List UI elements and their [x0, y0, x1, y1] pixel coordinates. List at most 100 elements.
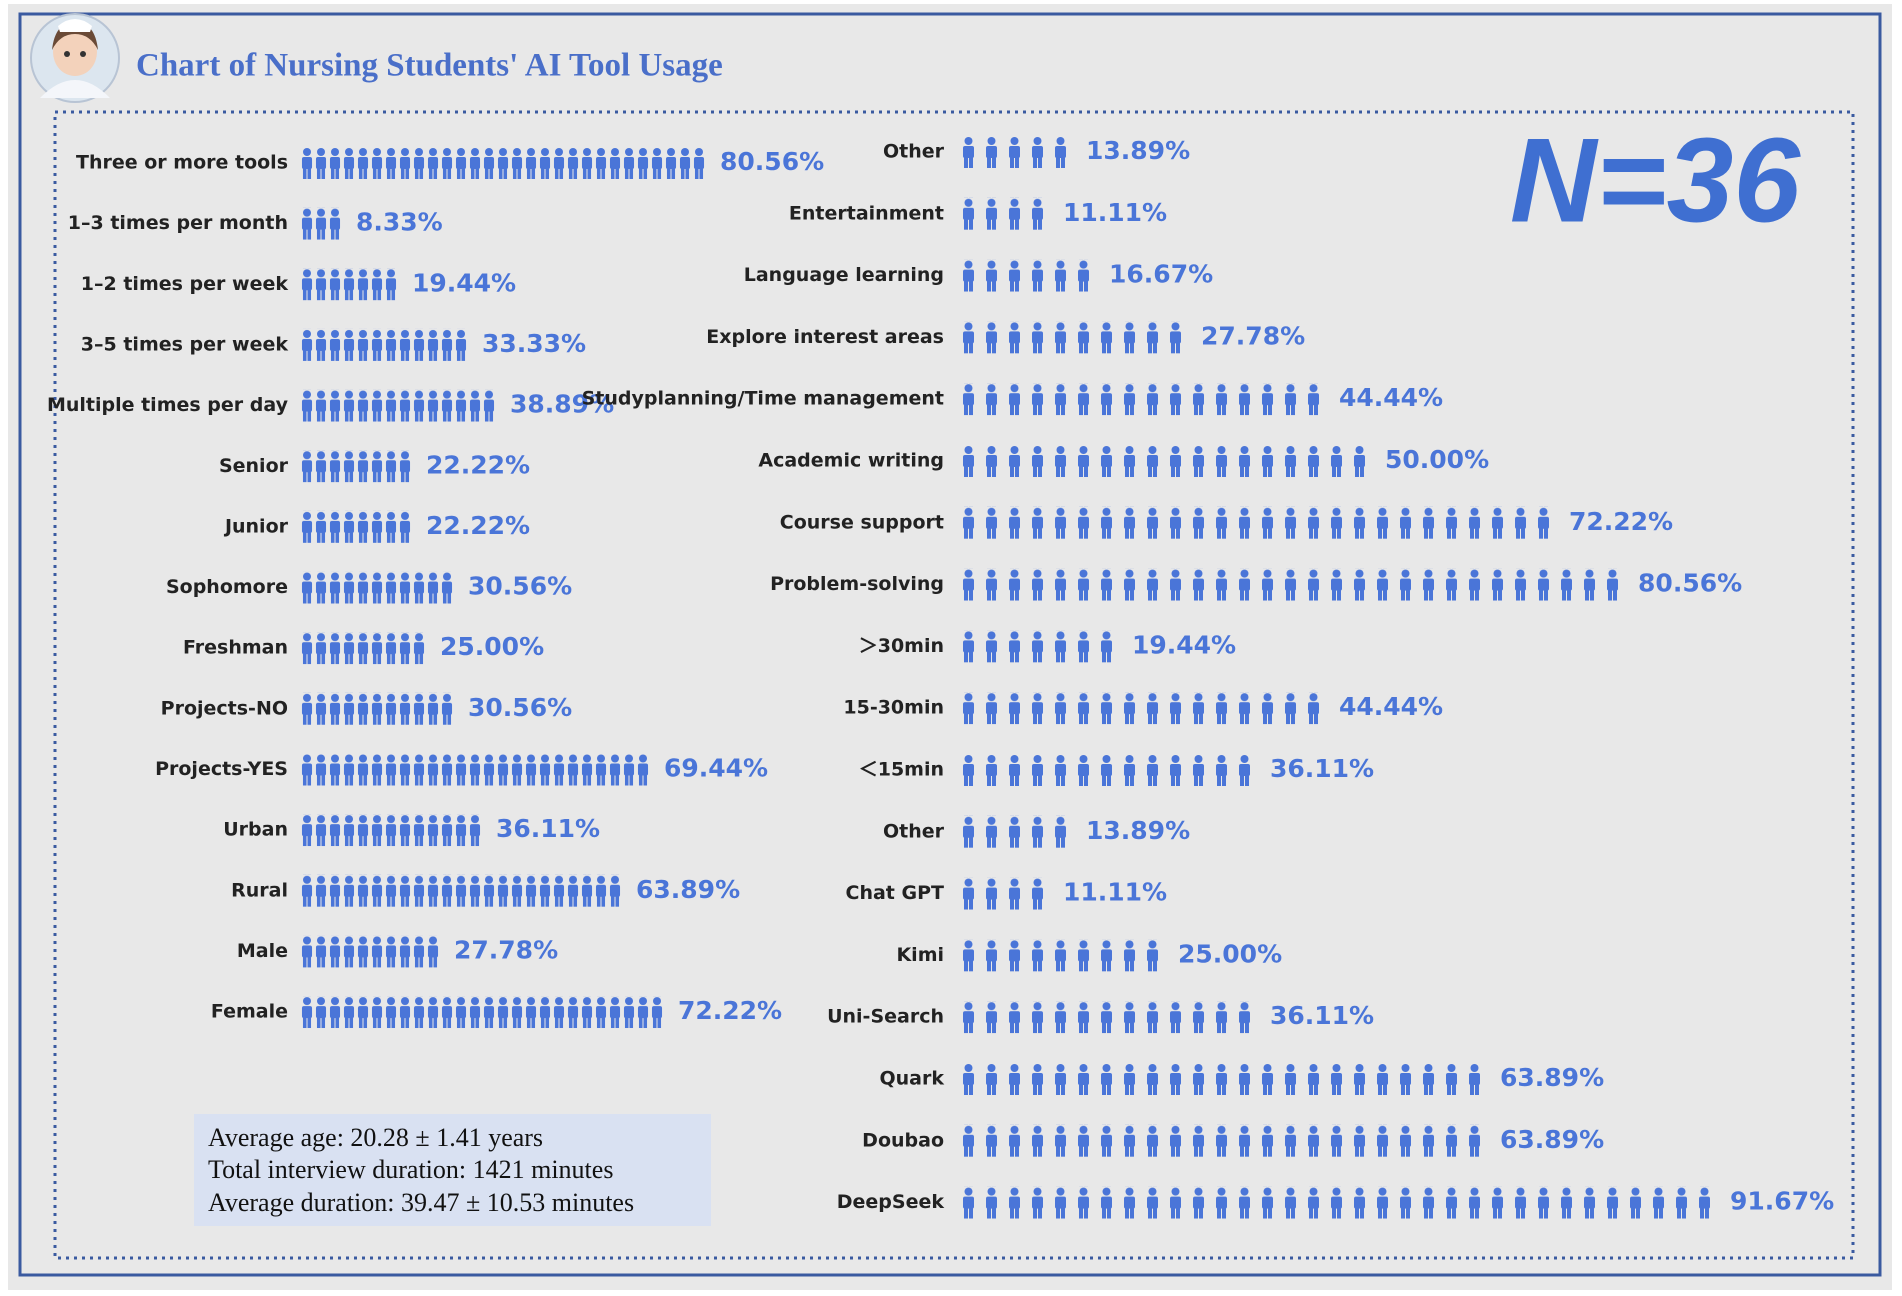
- value-label: 36.11%: [1270, 754, 1374, 783]
- category-label: Projects-NO: [161, 697, 288, 719]
- category-label: Freshman: [183, 637, 288, 659]
- value-label: 22.22%: [426, 450, 530, 479]
- pictograph-bar: [300, 996, 664, 1029]
- inner-border: [53, 110, 1855, 1260]
- category-label: Other: [883, 820, 945, 842]
- pictograph-bar: [300, 632, 426, 665]
- pictograph-bar: [300, 692, 455, 725]
- pictograph-bar: [957, 321, 1188, 354]
- value-label: 72.22%: [1569, 507, 1673, 536]
- pictograph-bar: [957, 136, 1073, 168]
- pictograph-bar: [957, 939, 1164, 972]
- category-label: Explore interest areas: [706, 326, 944, 348]
- value-label: 36.11%: [1270, 1001, 1374, 1030]
- note: Average age: 20.28 ± 1.41 years: [208, 1123, 543, 1152]
- category-label: Three or more tools: [76, 152, 288, 174]
- category-label: Other: [883, 141, 945, 163]
- category-label: Sophomore: [166, 576, 288, 598]
- value-label: 44.44%: [1339, 692, 1443, 721]
- value-label: 33.33%: [482, 329, 586, 358]
- pictograph-bar: [300, 147, 707, 179]
- value-label: 63.89%: [1500, 1063, 1604, 1092]
- value-label: 63.89%: [636, 875, 740, 904]
- category-label: Urban: [223, 819, 288, 841]
- value-label: 19.44%: [1132, 630, 1236, 659]
- category-label: Academic writing: [758, 450, 944, 472]
- value-label: 63.89%: [1500, 1125, 1604, 1154]
- pictograph-bar: [300, 571, 455, 604]
- value-label: 8.33%: [356, 208, 443, 237]
- category-label: DeepSeek: [837, 1191, 945, 1213]
- pictograph-bar: [300, 935, 441, 968]
- value-label: 27.78%: [454, 935, 558, 964]
- value-label: 38.89%: [510, 390, 614, 419]
- category-label: ＜15min: [859, 759, 944, 781]
- value-label: 27.78%: [1201, 321, 1305, 350]
- avatar: [30, 13, 120, 103]
- pictograph-bar: [957, 506, 1555, 539]
- pictograph-bar: [300, 753, 650, 786]
- category-label: Entertainment: [789, 202, 944, 224]
- pictograph-bar: [957, 445, 1371, 477]
- value-label: 91.67%: [1730, 1187, 1834, 1216]
- category-label: Course support: [780, 511, 944, 533]
- category-label: 1–2 times per week: [81, 273, 289, 295]
- category-label: 3–5 times per week: [81, 333, 289, 355]
- category-label: Rural: [231, 879, 288, 901]
- pictograph-bar: [957, 568, 1625, 601]
- value-label: 19.44%: [412, 268, 516, 297]
- value-label: 22.22%: [426, 511, 530, 540]
- category-label: Quark: [879, 1068, 944, 1090]
- pictograph-bar: [957, 815, 1073, 848]
- outer-border: [18, 12, 1882, 1277]
- value-label: 16.67%: [1109, 260, 1213, 289]
- category-label: Chat GPT: [846, 882, 945, 904]
- sample-size: N=36: [1510, 114, 1801, 248]
- pictograph-bar: [957, 1186, 1717, 1219]
- value-label: 13.89%: [1086, 816, 1190, 845]
- category-label: Junior: [223, 515, 289, 537]
- pictograph-bar: [300, 268, 398, 301]
- value-label: 80.56%: [720, 147, 824, 176]
- pictograph-bar: [957, 259, 1096, 292]
- value-label: 69.44%: [664, 754, 768, 783]
- pictograph-bar: [300, 510, 412, 543]
- pictograph-bar: [957, 877, 1049, 910]
- pictograph-bar: [957, 630, 1118, 663]
- pictograph-bar: [300, 389, 497, 422]
- category-label: Projects-YES: [155, 758, 288, 780]
- pictograph-bar: [300, 328, 468, 361]
- pictograph-bar: [300, 207, 342, 240]
- pictograph-bar: [957, 383, 1325, 416]
- pictograph-bar: [957, 197, 1049, 230]
- value-label: 36.11%: [496, 814, 600, 843]
- value-label: 30.56%: [468, 693, 572, 722]
- value-label: 25.00%: [440, 632, 544, 661]
- pictograph-bar: [957, 1124, 1487, 1157]
- pictograph-bar: [300, 450, 412, 483]
- category-label: 1–3 times per month: [68, 212, 288, 234]
- value-label: 13.89%: [1086, 136, 1190, 165]
- category-label: Kimi: [896, 944, 944, 966]
- value-label: 11.11%: [1063, 198, 1167, 227]
- note: Total interview duration: 1421 minutes: [208, 1155, 613, 1184]
- pictograph-bar: [957, 1001, 1256, 1034]
- value-label: 72.22%: [678, 996, 782, 1025]
- pictograph-bar: [957, 692, 1325, 725]
- category-label: Doubao: [862, 1129, 944, 1151]
- pictograph-bar: [300, 874, 623, 907]
- category-label: 15-30min: [843, 697, 944, 719]
- category-label: Female: [211, 1001, 288, 1023]
- category-label: Studyplanning/Time management: [582, 388, 944, 410]
- pictograph-bar: [300, 814, 482, 847]
- value-label: 11.11%: [1063, 878, 1167, 907]
- value-label: 44.44%: [1339, 383, 1443, 412]
- category-label: Multiple times per day: [47, 394, 289, 416]
- value-label: 25.00%: [1178, 939, 1282, 968]
- category-label: Uni-Search: [827, 1006, 944, 1028]
- category-label: ＞30min: [859, 635, 944, 657]
- value-label: 80.56%: [1638, 569, 1742, 598]
- category-label: Language learning: [744, 264, 944, 286]
- note-box: [194, 1114, 711, 1226]
